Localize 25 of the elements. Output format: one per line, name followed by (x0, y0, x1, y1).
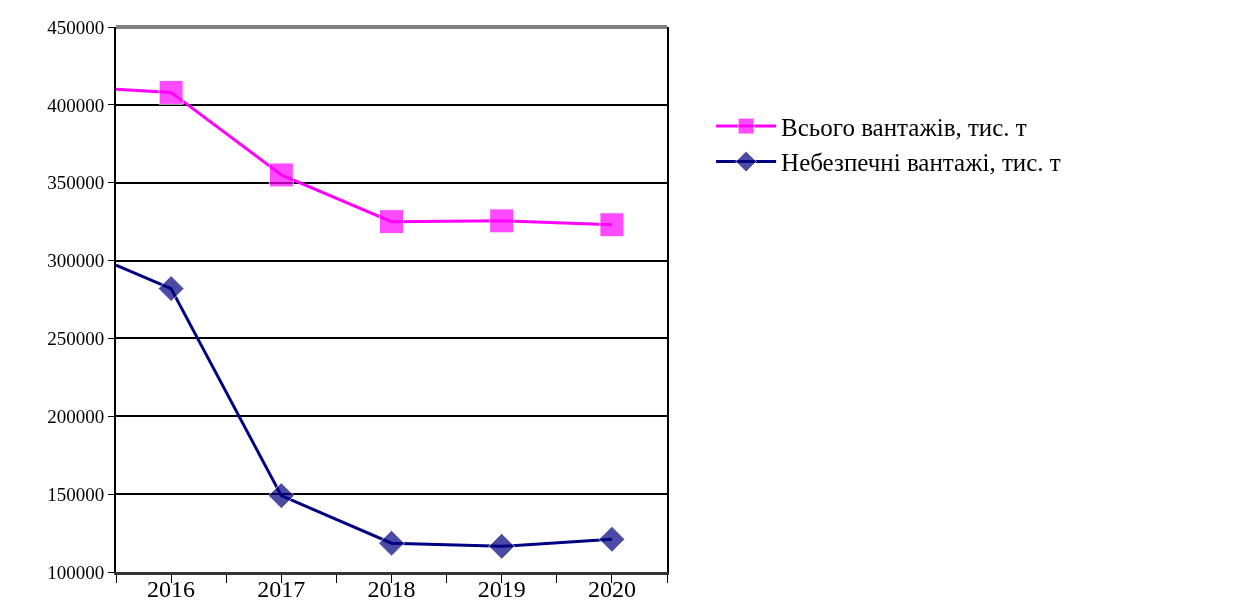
y-tick-label: 300000 (47, 250, 105, 272)
y-tick-label: 200000 (47, 405, 105, 427)
y-tick-label: 250000 (47, 328, 105, 350)
x-tick-label: 2019 (477, 576, 526, 602)
point (599, 212, 625, 238)
y-tick-label: 100000 (47, 561, 105, 583)
x-tick-label: 2017 (257, 576, 306, 602)
point (488, 532, 516, 560)
point (268, 162, 294, 188)
x-tick-label: 2016 (147, 576, 196, 602)
legend-label: Небезпечні вантажі, тис. т (781, 149, 1061, 177)
point (379, 209, 404, 235)
y-tick-label: 450000 (47, 16, 105, 38)
legend-label: Всього вантажів, тис. т (781, 113, 1027, 141)
x-tick-label: 2020 (587, 576, 636, 602)
point (378, 529, 405, 557)
y-tick-label: 150000 (47, 483, 105, 505)
y-tick-label: 350000 (47, 172, 105, 194)
point (158, 79, 184, 105)
point (598, 525, 626, 553)
point (157, 275, 185, 303)
point (489, 208, 515, 234)
y-tick-label: 400000 (47, 94, 105, 116)
x-tick-label: 2018 (367, 576, 416, 602)
point (267, 482, 295, 510)
